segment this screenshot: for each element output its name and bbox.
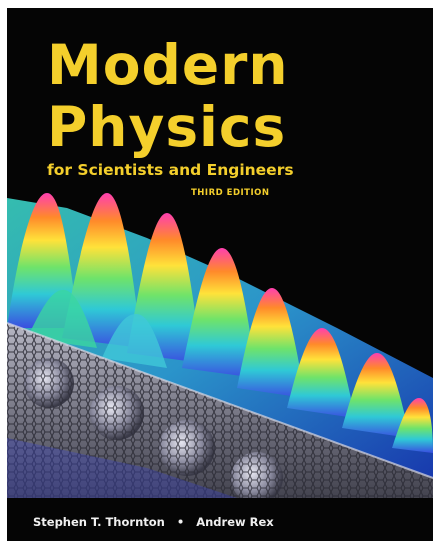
authors-line: Stephen T. Thornton • Andrew Rex: [33, 515, 274, 529]
author-separator: •: [176, 515, 185, 529]
edition-label: THIRD EDITION: [191, 188, 270, 198]
book-subtitle: for Scientists and Engineers: [47, 161, 294, 179]
book-cover: Modern Physics for Scientists and Engine…: [7, 8, 433, 541]
cover-illustration: [7, 193, 433, 541]
book-title-line-2: Physics: [47, 95, 287, 159]
author-name: Stephen T. Thornton: [33, 515, 165, 529]
author-name: Andrew Rex: [196, 515, 274, 529]
book-title-line-1: Modern: [47, 33, 289, 97]
